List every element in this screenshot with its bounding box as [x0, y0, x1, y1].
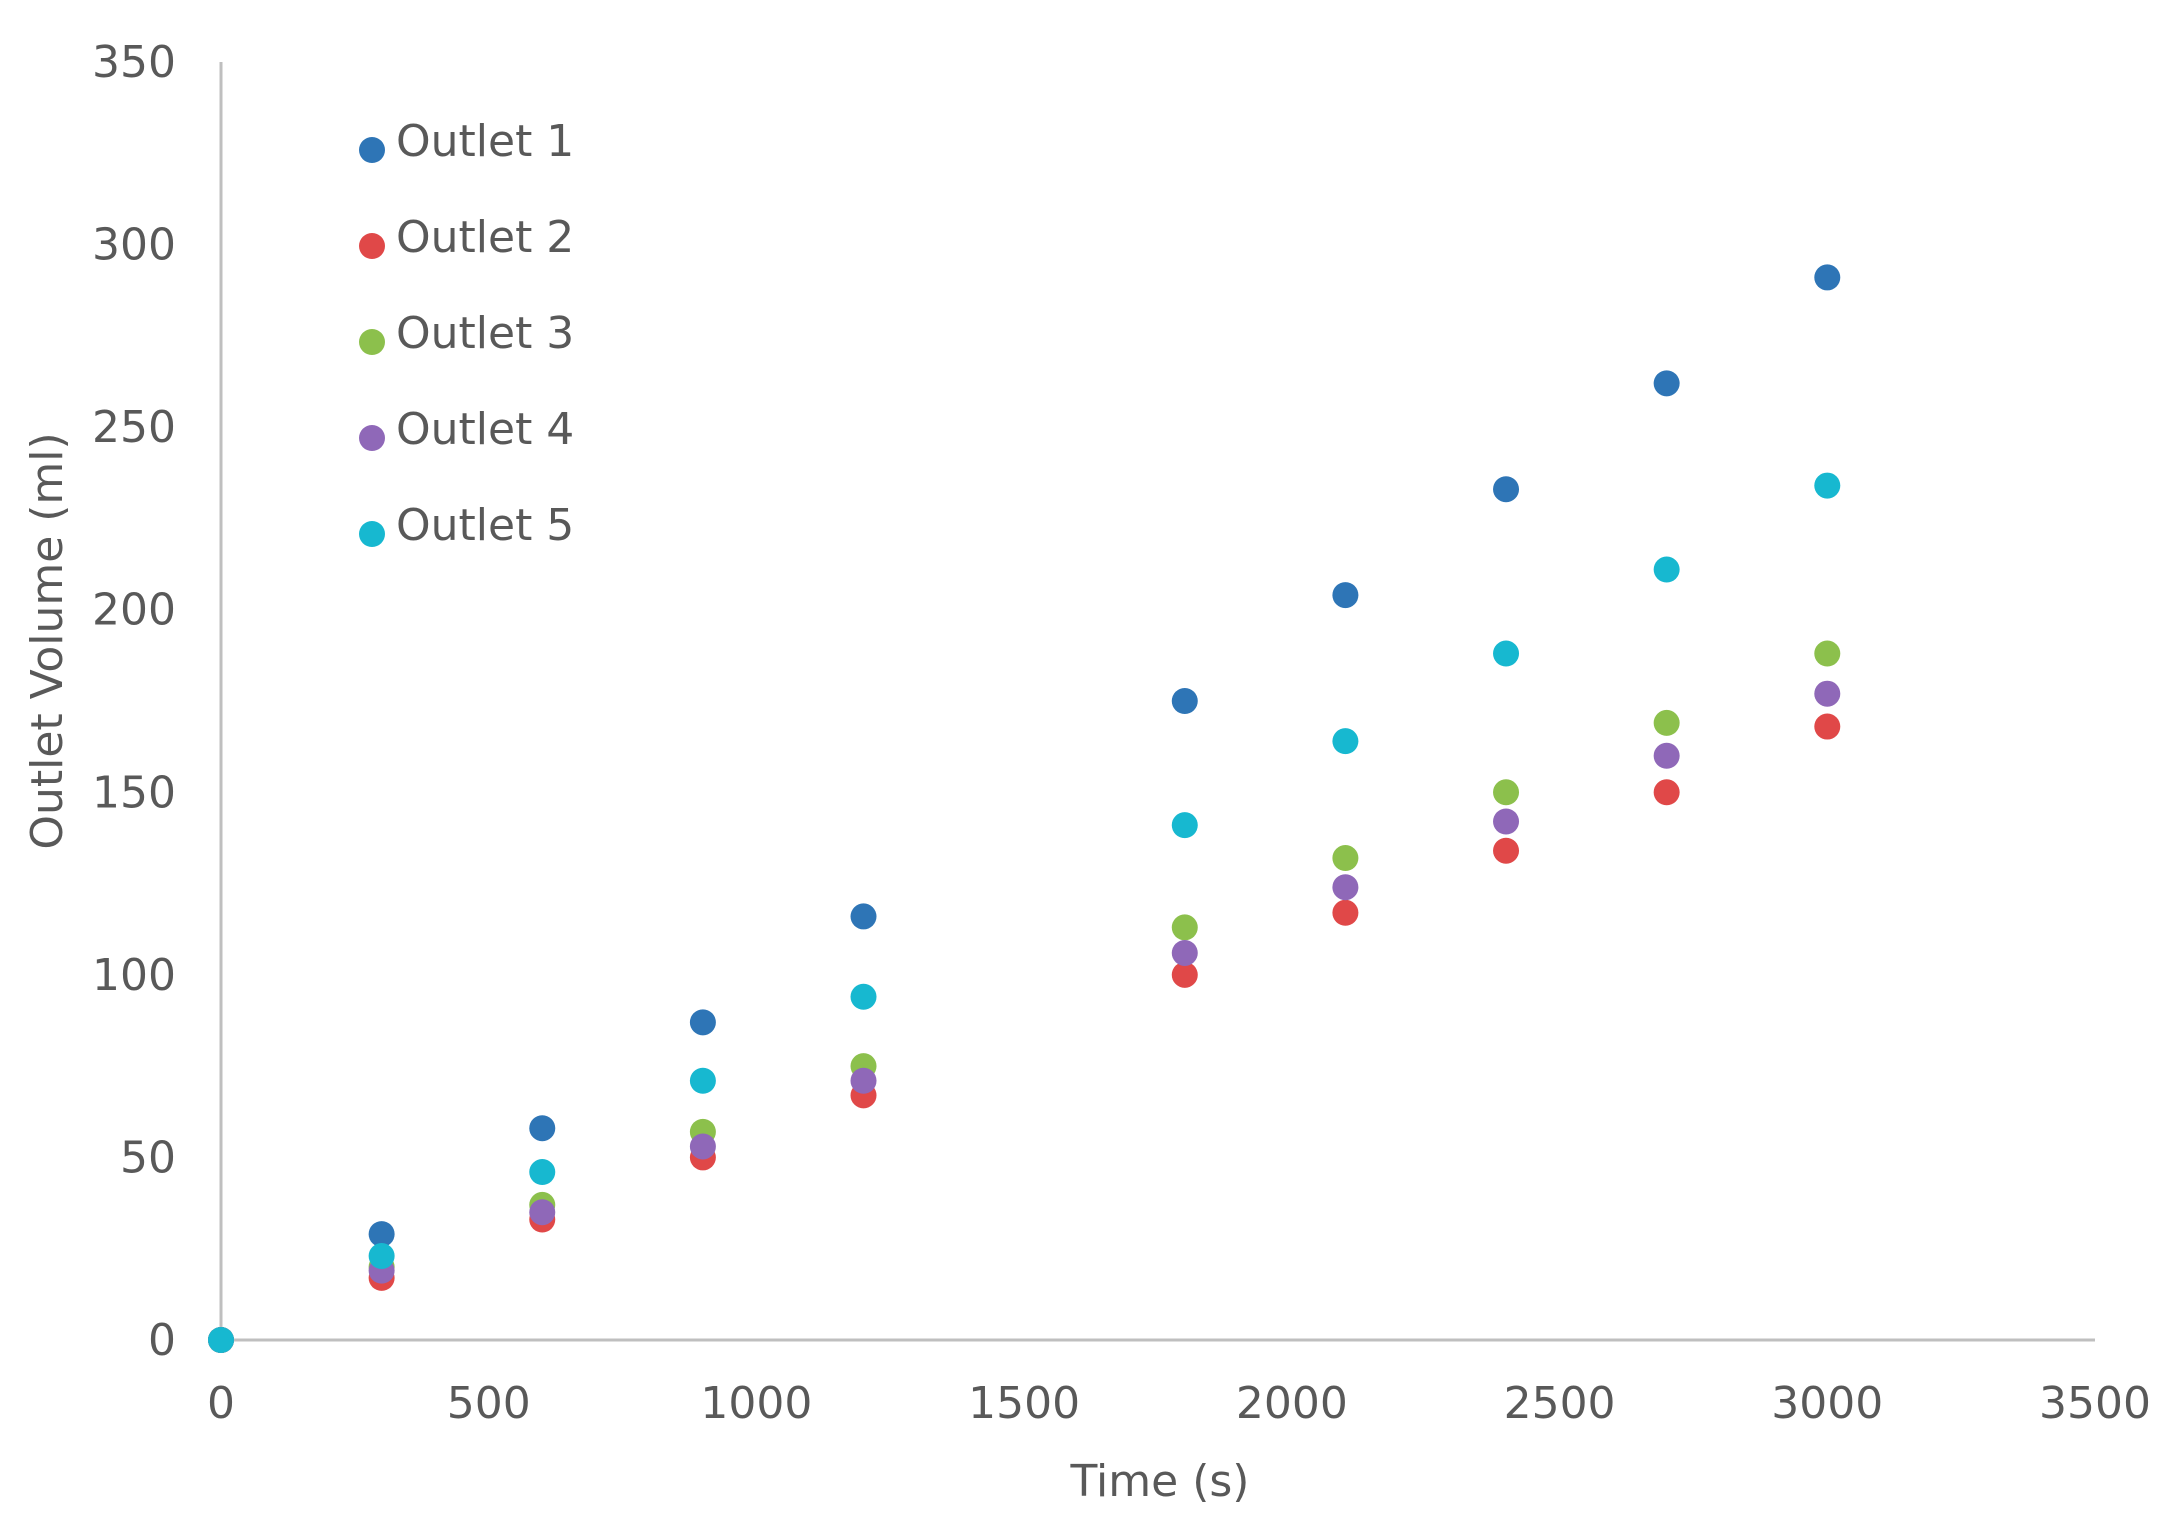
- point-outlet-2: [1653, 779, 1680, 806]
- point-outlet-5: [208, 1327, 234, 1353]
- point-outlet-4: [1171, 939, 1198, 966]
- y-tick-label: 250: [92, 402, 176, 453]
- y-tick-label: 200: [92, 585, 176, 636]
- point-outlet-4: [1653, 742, 1680, 769]
- point-outlet-1: [1332, 582, 1359, 609]
- x-tick-label: 0: [207, 1378, 235, 1429]
- point-outlet-3: [1171, 914, 1198, 941]
- x-tick-label: 2000: [1236, 1378, 1348, 1429]
- point-outlet-3: [1814, 640, 1841, 667]
- x-tick-label: 3000: [1771, 1378, 1883, 1429]
- y-tick-label: 150: [92, 767, 176, 818]
- point-outlet-4: [1814, 680, 1841, 707]
- point-outlet-5: [1493, 640, 1520, 667]
- legend-label-outlet-3: Outlet 3: [396, 308, 574, 359]
- x-tick-label: 500: [447, 1378, 531, 1429]
- y-tick-label: 300: [92, 220, 176, 271]
- point-outlet-5: [1814, 472, 1841, 499]
- legend-label-outlet-4: Outlet 4: [396, 404, 574, 455]
- legend-marker-outlet-2: [359, 233, 385, 259]
- point-outlet-3: [1493, 779, 1520, 806]
- x-axis-title: Time (s): [1070, 1456, 1250, 1507]
- point-outlet-2: [1332, 899, 1359, 926]
- point-outlet-1: [1814, 264, 1841, 291]
- y-axis-title: Outlet Volume (ml): [22, 432, 73, 849]
- point-outlet-5: [1653, 556, 1680, 583]
- legend-label-outlet-5: Outlet 5: [396, 500, 574, 551]
- point-outlet-1: [368, 1221, 395, 1248]
- point-outlet-1: [1653, 370, 1680, 397]
- y-tick-label: 100: [92, 950, 176, 1001]
- x-tick-label: 1500: [968, 1378, 1080, 1429]
- point-outlet-2: [1493, 837, 1520, 864]
- legend-marker-outlet-1: [359, 137, 385, 163]
- point-outlet-3: [1332, 845, 1359, 872]
- point-outlet-5: [529, 1159, 556, 1186]
- point-outlet-1: [1493, 476, 1520, 503]
- x-tick-label: 1000: [700, 1378, 812, 1429]
- point-outlet-4: [1332, 874, 1359, 901]
- point-outlet-5: [368, 1243, 395, 1270]
- point-outlet-4: [1493, 808, 1520, 835]
- data-points: [208, 264, 1841, 1353]
- x-tick-label: 2500: [1504, 1378, 1616, 1429]
- y-tick-label: 350: [92, 37, 176, 88]
- legend-label-outlet-1: Outlet 1: [396, 116, 574, 167]
- legend-label-outlet-2: Outlet 2: [396, 212, 574, 263]
- point-outlet-1: [689, 1009, 716, 1036]
- legend: Outlet 1 Outlet 2 Outlet 3 Outlet 4 Outlet 5: [359, 116, 574, 551]
- point-outlet-1: [1171, 688, 1198, 714]
- point-outlet-4: [529, 1199, 556, 1226]
- point-outlet-1: [529, 1115, 556, 1142]
- point-outlet-5: [1171, 812, 1198, 839]
- y-tick-label: 0: [148, 1315, 176, 1366]
- y-tick-labels: 0 50 100 150 200 250 300 350: [92, 37, 176, 1366]
- legend-marker-outlet-3: [359, 329, 385, 355]
- legend-marker-outlet-4: [359, 425, 385, 451]
- x-tick-labels: 0 500 1000 1500 2000 2500 3000 3500: [207, 1378, 2151, 1429]
- x-tick-label: 3500: [2039, 1378, 2151, 1429]
- point-outlet-3: [1653, 709, 1680, 736]
- point-outlet-5: [689, 1067, 716, 1094]
- point-outlet-4: [850, 1067, 877, 1094]
- point-outlet-4: [689, 1133, 716, 1160]
- point-outlet-2: [1814, 713, 1841, 740]
- y-tick-label: 50: [120, 1132, 176, 1183]
- point-outlet-1: [850, 903, 877, 930]
- point-outlet-2: [1171, 961, 1198, 988]
- point-outlet-5: [850, 983, 877, 1010]
- point-outlet-5: [1332, 728, 1359, 755]
- legend-marker-outlet-5: [359, 521, 385, 547]
